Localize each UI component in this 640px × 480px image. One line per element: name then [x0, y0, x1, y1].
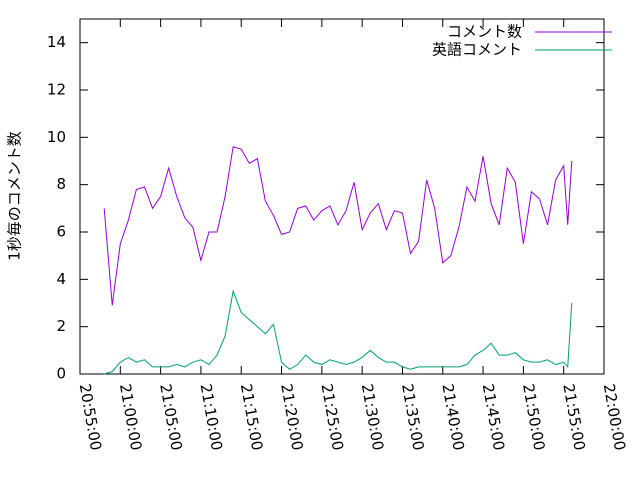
plot-frame: [79, 18, 605, 375]
y-tick-label: 8: [56, 175, 66, 193]
series-line: [104, 289, 573, 375]
legend-label: 英語コメント: [432, 41, 522, 59]
y-tick-label: 12: [47, 81, 66, 99]
y-axis-label: 1秒毎のコメント数: [6, 131, 24, 261]
series-line: [103, 146, 573, 306]
y-tick-label: 10: [47, 128, 66, 146]
y-tick-label: 0: [56, 365, 66, 383]
y-tick-label: 14: [47, 33, 66, 51]
legend-label: コメント数: [447, 23, 522, 41]
y-tick-label: 4: [56, 270, 66, 288]
y-tick-label: 6: [56, 223, 66, 241]
y-tick-label: 2: [56, 317, 66, 335]
